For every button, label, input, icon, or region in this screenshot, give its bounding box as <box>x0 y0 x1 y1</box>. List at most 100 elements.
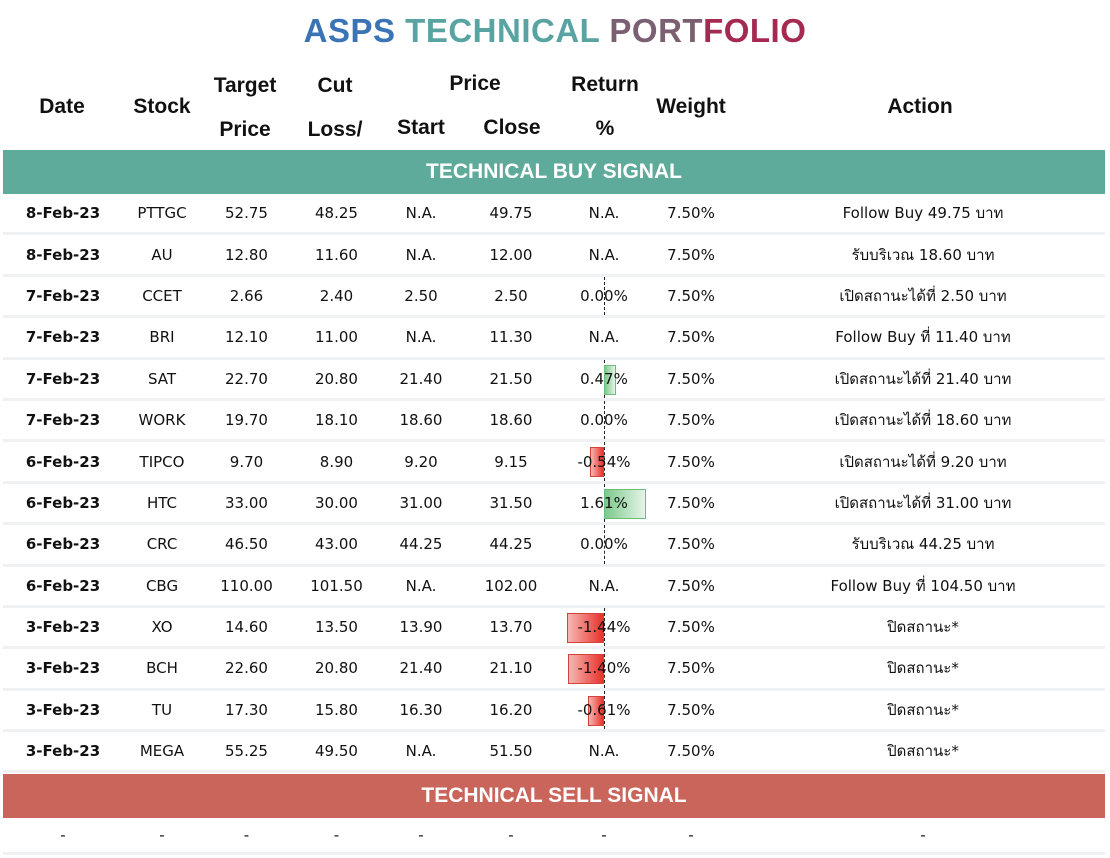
cell-date: 7-Feb-23 <box>25 369 101 388</box>
header-return-line1: Return <box>571 73 639 96</box>
cell-start: 31.00 <box>399 493 443 512</box>
cell-ret: 0.00% <box>580 411 628 430</box>
cell-action: ปิดสถานะ* <box>887 618 959 637</box>
cell-stock: AU <box>151 245 173 264</box>
cell-cut: 20.80 <box>315 369 358 388</box>
cell-start: N.A. <box>405 245 437 264</box>
cell-weight: 7.50% <box>667 452 715 471</box>
table-row: 3-Feb-23 BCH 22.60 20.80 21.40 21.10 -1.40% 7.5… <box>3 649 1105 691</box>
cell-ret: N.A. <box>588 328 620 347</box>
cell-cut: 48.25 <box>315 204 358 223</box>
cell-date: 6-Feb-23 <box>25 576 101 595</box>
cell-weight: 7.50% <box>667 576 715 595</box>
cell-close: 21.10 <box>489 659 533 678</box>
table-row: 7-Feb-23 SAT 22.70 20.80 21.40 21.50 0.47% 7.50… <box>3 359 1105 401</box>
cell-start: N.A. <box>405 204 437 223</box>
cell-start: 2.50 <box>404 286 438 305</box>
cell-weight: 7.50% <box>667 659 715 678</box>
cell-action: Follow Buy ที่ 11.40 บาท <box>835 328 1011 347</box>
title-part-technical: TECHNICAL <box>405 12 610 49</box>
table-row: 7-Feb-23 CCET 2.66 2.40 2.50 2.50 0.00% 7.50% เป… <box>3 276 1105 319</box>
cell-target: 2.66 <box>229 286 264 305</box>
cell-close: 16.20 <box>489 700 533 719</box>
cell-start: 21.40 <box>399 369 443 388</box>
title-part-port: PORT <box>609 12 704 49</box>
table-row: 6-Feb-23 CRC 46.50 43.00 44.25 44.25 0.00% 7.50… <box>3 525 1105 567</box>
cell-action: Follow Buy ที่ 104.50 บาท <box>830 576 1016 595</box>
cell-start: 13.90 <box>399 618 443 637</box>
cell-close: 11.30 <box>489 328 533 347</box>
cell-date: 3-Feb-23 <box>25 742 101 761</box>
cell-cut: 11.00 <box>315 328 358 347</box>
cell-stock: SAT <box>147 369 177 388</box>
buy-signal-table: 8-Feb-23 PTTGC 52.75 48.25 N.A. 49.75 N.A. 7.50… <box>3 194 1105 774</box>
table-row: 8-Feb-23 PTTGC 52.75 48.25 N.A. 49.75 N.A. 7.50… <box>3 194 1105 236</box>
return-bar-negative <box>588 695 604 726</box>
table-row: 6-Feb-23 HTC 33.00 30.00 31.00 31.50 1.61% 7.50… <box>3 483 1105 526</box>
cell-close: 49.75 <box>489 204 533 223</box>
cell-ret: -1.40% <box>577 659 631 678</box>
cell-action: เปิดสถานะได้ที่ 9.20 บาท <box>839 452 1007 471</box>
table-row: 6-Feb-23 CBG 110.00 101.50 N.A. 102.00 N.A. 7.5… <box>3 566 1105 608</box>
cell-close: 102.00 <box>484 576 538 595</box>
cell-ret: 1.61% <box>580 493 628 512</box>
cell-weight: 7.50% <box>667 204 715 223</box>
header-weight: Weight <box>656 95 726 118</box>
cell-close: 44.25 <box>489 535 533 554</box>
return-zero-axis <box>604 649 605 688</box>
header-close: Close <box>483 116 541 139</box>
cell-ret: N.A. <box>588 204 620 223</box>
cell-target: 33.00 <box>225 493 268 512</box>
return-zero-axis <box>604 442 605 481</box>
cell-weight: 7.50% <box>667 286 715 305</box>
return-zero-axis <box>604 607 605 647</box>
cell-action: เปิดสถานะได้ที่ 18.60 บาท <box>834 411 1012 430</box>
cell-target: 55.25 <box>225 742 268 761</box>
cell-date: 7-Feb-23 <box>25 411 101 430</box>
cell-cut: 20.80 <box>315 659 358 678</box>
cell-cut: 2.40 <box>319 286 354 305</box>
table-row: 3-Feb-23 MEGA 55.25 49.50 N.A. 51.50 N.A. 7.50%… <box>3 732 1105 774</box>
cell-cut: 18.10 <box>315 411 358 430</box>
cell-action: ปิดสถานะ* <box>887 659 959 678</box>
cell-close: 13.70 <box>489 618 533 637</box>
cell-start: 9.20 <box>404 452 438 471</box>
return-zero-axis <box>604 690 605 730</box>
cell-ret: -0.54% <box>577 452 631 471</box>
cell-target: 46.50 <box>225 535 268 554</box>
cell-date: 7-Feb-23 <box>25 286 101 305</box>
cell-stock: HTC <box>146 493 178 512</box>
sell-stock: - <box>159 826 165 844</box>
cell-stock: XO <box>151 618 173 637</box>
sell-cut: - <box>333 826 340 844</box>
cell-start: N.A. <box>405 328 437 347</box>
sell-return: - <box>601 826 607 844</box>
cell-ret: N.A. <box>588 576 620 595</box>
table-row: 8-Feb-23 AU 12.80 11.60 N.A. 12.00 N.A. 7.50% รั… <box>3 235 1105 277</box>
cell-ret: -0.61% <box>577 700 631 719</box>
return-zero-axis <box>604 400 605 440</box>
cell-start: 16.30 <box>399 700 443 719</box>
cell-action: รับบริเวณ 44.25 บาท <box>851 535 995 554</box>
title-part-folio: FOLIO <box>703 12 807 49</box>
header-cut-line2: Loss/ <box>307 118 363 141</box>
cell-ret: 0.00% <box>580 286 628 305</box>
cell-date: 6-Feb-23 <box>25 535 101 554</box>
sell-weight: - <box>688 826 694 844</box>
table-row: 7-Feb-23 WORK 19.70 18.10 18.60 18.60 0.00% 7.5… <box>3 400 1105 443</box>
cell-close: 21.50 <box>489 369 533 388</box>
header-cut-line1: Cut <box>317 74 353 97</box>
cell-start: N.A. <box>405 576 437 595</box>
cell-close: 9.15 <box>494 452 528 471</box>
cell-close: 12.00 <box>489 245 533 264</box>
header-return-line2: % <box>595 117 615 140</box>
cell-date: 8-Feb-23 <box>25 245 101 264</box>
cell-weight: 7.50% <box>667 493 715 512</box>
cell-weight: 7.50% <box>667 535 715 554</box>
cell-stock: TIPCO <box>139 452 185 471</box>
cell-action: ปิดสถานะ* <box>887 700 959 719</box>
cell-cut: 11.60 <box>315 245 358 264</box>
cell-action: รับบริเวณ 18.60 บาท <box>851 245 995 264</box>
cell-weight: 7.50% <box>667 369 715 388</box>
cell-action: เปิดสถานะได้ที่ 31.00 บาท <box>834 493 1012 512</box>
